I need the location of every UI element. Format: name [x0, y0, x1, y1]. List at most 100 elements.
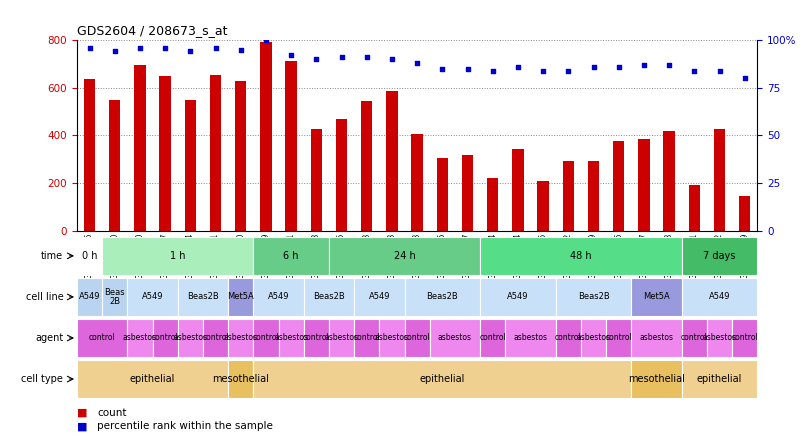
Bar — [311, 130, 322, 231]
Bar — [739, 196, 750, 231]
Bar — [203, 319, 228, 357]
Bar — [228, 278, 254, 316]
Bar — [404, 319, 430, 357]
Text: 7 days: 7 days — [703, 251, 735, 261]
Text: control: control — [681, 333, 708, 342]
Bar — [386, 91, 398, 231]
Point — [537, 67, 550, 74]
Bar — [254, 237, 329, 275]
Text: Beas2B: Beas2B — [427, 293, 458, 301]
Text: Beas2B: Beas2B — [187, 293, 219, 301]
Text: A549: A549 — [268, 293, 289, 301]
Text: A549: A549 — [79, 293, 100, 301]
Text: A549: A549 — [369, 293, 390, 301]
Text: epithelial: epithelial — [420, 374, 465, 384]
Text: ■: ■ — [77, 408, 87, 418]
Bar — [682, 319, 707, 357]
Bar — [260, 42, 271, 231]
Text: asbestos: asbestos — [274, 333, 308, 342]
Bar — [538, 181, 549, 231]
Point — [663, 61, 676, 68]
Text: 6 h: 6 h — [284, 251, 299, 261]
Text: asbestos: asbestos — [224, 333, 258, 342]
Point — [184, 48, 197, 55]
Point — [109, 48, 122, 55]
Point — [335, 54, 348, 61]
Bar — [127, 319, 152, 357]
Bar — [688, 185, 700, 231]
Text: 24 h: 24 h — [394, 251, 416, 261]
Text: Met5A: Met5A — [228, 293, 254, 301]
Text: 48 h: 48 h — [570, 251, 592, 261]
Text: asbestos: asbestos — [173, 333, 207, 342]
Text: count: count — [97, 408, 126, 418]
Text: epithelial: epithelial — [130, 374, 175, 384]
Bar — [411, 134, 423, 231]
Bar — [285, 61, 296, 231]
Bar — [588, 161, 599, 231]
Bar — [210, 75, 221, 231]
Text: Beas2B: Beas2B — [313, 293, 345, 301]
Bar — [437, 158, 448, 231]
Point — [284, 52, 297, 59]
Point — [486, 67, 499, 74]
Point — [360, 54, 373, 61]
Bar — [361, 101, 373, 231]
Text: percentile rank within the sample: percentile rank within the sample — [97, 421, 273, 431]
Bar — [77, 319, 127, 357]
Point — [436, 65, 449, 72]
Bar — [235, 82, 246, 231]
Text: Beas
2B: Beas 2B — [104, 288, 125, 305]
Point — [587, 63, 600, 70]
Bar — [177, 278, 228, 316]
Bar — [127, 278, 177, 316]
Text: asbestos: asbestos — [577, 333, 611, 342]
Bar — [462, 155, 473, 231]
Text: time: time — [41, 251, 63, 261]
Bar — [329, 237, 480, 275]
Bar — [606, 319, 631, 357]
Bar — [160, 76, 171, 231]
Bar — [480, 237, 682, 275]
Text: control: control — [303, 333, 330, 342]
Point — [159, 44, 172, 51]
Point — [310, 56, 323, 63]
Text: asbestos: asbestos — [514, 333, 548, 342]
Bar — [177, 319, 203, 357]
Text: cell line: cell line — [26, 292, 63, 302]
Bar — [581, 319, 606, 357]
Bar — [556, 319, 581, 357]
Text: 0 h: 0 h — [82, 251, 97, 261]
Bar — [109, 100, 121, 231]
Bar — [254, 278, 304, 316]
Bar — [102, 237, 254, 275]
Bar — [631, 319, 682, 357]
Text: A549: A549 — [507, 293, 529, 301]
Text: asbestos: asbestos — [640, 333, 674, 342]
Point — [738, 75, 751, 82]
Text: control: control — [353, 333, 380, 342]
Bar — [77, 360, 228, 398]
Bar — [152, 319, 177, 357]
Bar — [77, 237, 102, 275]
Bar — [228, 360, 254, 398]
Point — [562, 67, 575, 74]
Bar — [556, 278, 631, 316]
Bar — [77, 278, 102, 316]
Bar — [185, 100, 196, 231]
Point — [83, 44, 96, 51]
Text: control: control — [731, 333, 758, 342]
Text: asbestos: asbestos — [438, 333, 472, 342]
Bar — [430, 319, 480, 357]
Point — [461, 65, 474, 72]
Point — [209, 44, 222, 51]
Text: control: control — [555, 333, 582, 342]
Bar — [304, 278, 354, 316]
Bar — [228, 319, 254, 357]
Text: control: control — [89, 333, 116, 342]
Text: agent: agent — [35, 333, 63, 343]
Text: asbestos: asbestos — [325, 333, 359, 342]
Bar — [354, 278, 404, 316]
Text: A549: A549 — [142, 293, 164, 301]
Text: mesothelial: mesothelial — [212, 374, 269, 384]
